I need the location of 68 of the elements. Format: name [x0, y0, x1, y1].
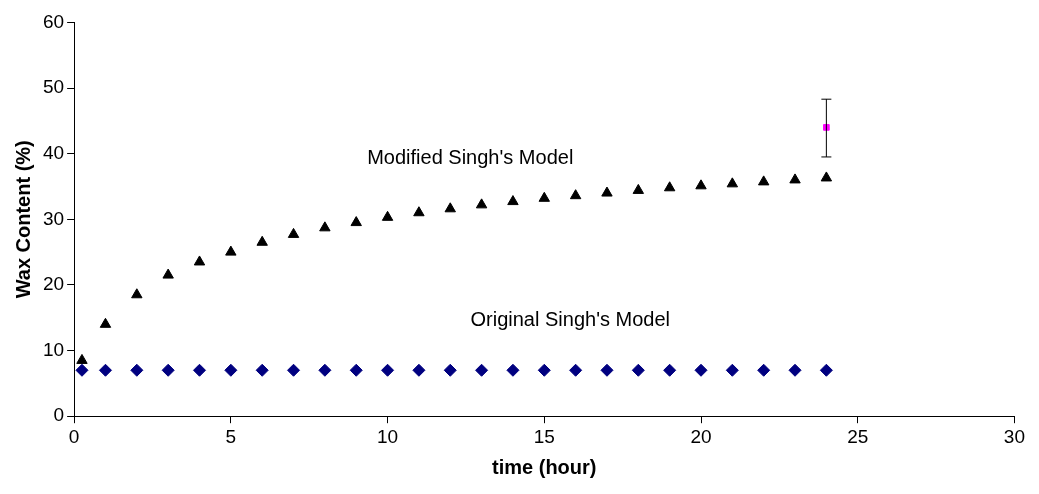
series-label: Modified Singh's Model — [367, 146, 574, 169]
x-tick-label: 25 — [847, 425, 869, 447]
x-tick-label: 10 — [377, 425, 399, 447]
point — [318, 363, 332, 377]
point — [443, 363, 457, 377]
point — [507, 195, 519, 206]
x-tick-label: 5 — [225, 425, 237, 447]
point — [695, 179, 707, 190]
point — [757, 175, 770, 186]
y-tick-label: 20 — [42, 273, 65, 295]
point — [319, 221, 331, 232]
point — [631, 363, 645, 377]
point — [538, 191, 550, 202]
y-axis-title: Wax Content (%) — [11, 140, 34, 299]
series-label: Original Singh's Model — [470, 307, 670, 330]
point — [663, 181, 676, 192]
point — [663, 363, 677, 377]
point — [600, 363, 614, 377]
y-tick-label: 10 — [42, 338, 65, 360]
point — [413, 206, 425, 217]
x-tick-label: 30 — [1003, 425, 1025, 447]
point — [75, 363, 89, 377]
y-tick-label: 30 — [42, 207, 65, 229]
point — [287, 363, 301, 377]
x-tick-label: 15 — [533, 425, 555, 447]
point — [632, 183, 645, 194]
point — [788, 363, 802, 377]
point — [256, 235, 268, 246]
x-axis-title: time (hour) — [492, 455, 597, 478]
point — [193, 363, 207, 377]
point — [820, 171, 833, 182]
y-tick-label: 0 — [53, 404, 65, 426]
point — [475, 198, 488, 209]
point — [349, 363, 363, 377]
point — [789, 173, 801, 184]
point — [757, 363, 771, 377]
point — [569, 363, 583, 377]
point — [381, 210, 394, 221]
point — [726, 177, 739, 188]
point — [412, 363, 426, 377]
point — [444, 202, 456, 213]
point — [99, 317, 112, 328]
point — [193, 255, 206, 266]
point — [162, 268, 174, 279]
point — [224, 363, 238, 377]
point — [255, 363, 269, 377]
point — [287, 227, 300, 238]
y-tick-label: 60 — [42, 10, 65, 32]
point — [161, 363, 175, 377]
point — [350, 216, 362, 227]
point — [506, 363, 520, 377]
point — [694, 363, 708, 377]
point — [601, 186, 613, 197]
point — [569, 189, 582, 200]
y-tick-label: 50 — [42, 76, 65, 98]
point — [76, 353, 88, 364]
point — [131, 288, 143, 299]
x-tick-label: 0 — [68, 425, 80, 447]
point — [381, 363, 395, 377]
y-tick-label: 40 — [42, 141, 65, 163]
point — [475, 363, 489, 377]
point — [537, 363, 551, 377]
point — [98, 363, 112, 377]
x-tick-label: 20 — [690, 425, 712, 447]
point — [225, 245, 237, 256]
point — [725, 363, 739, 377]
point — [819, 363, 833, 377]
point — [130, 363, 144, 377]
